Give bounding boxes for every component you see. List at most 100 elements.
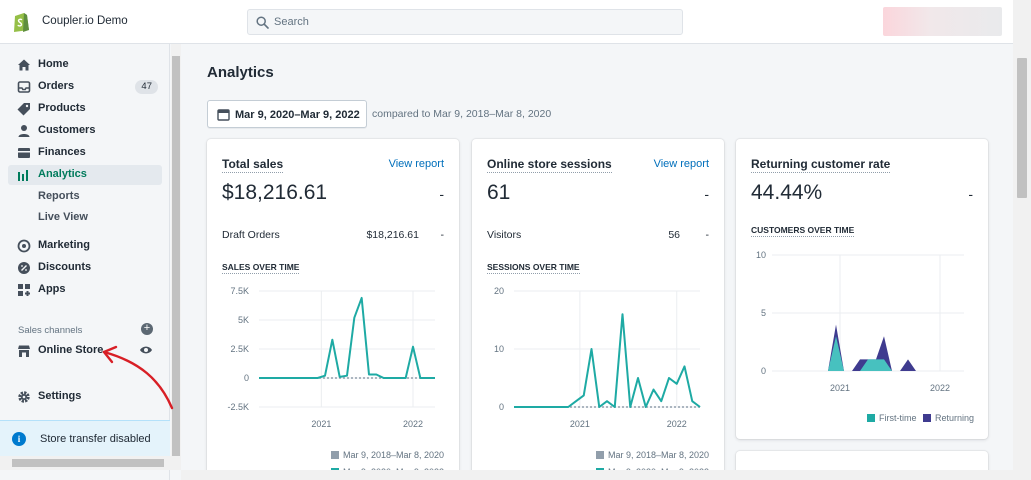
comparison-range: compared to Mar 9, 2018–Mar 8, 2020 bbox=[372, 108, 552, 120]
card-title: Online store sessions bbox=[487, 157, 612, 173]
scrollbar-thumb[interactable] bbox=[172, 56, 180, 456]
user-menu[interactable] bbox=[883, 7, 1002, 36]
sidebar-horizontal-scrollbar[interactable] bbox=[0, 456, 181, 470]
sidebar-item-label: Settings bbox=[38, 390, 82, 402]
x-tick-label: 2022 bbox=[667, 419, 687, 429]
search-input[interactable] bbox=[274, 10, 674, 34]
bar-chart-icon bbox=[18, 170, 28, 181]
x-tick-label: 2021 bbox=[570, 419, 590, 429]
sidebar-item-settings[interactable]: Settings bbox=[8, 387, 162, 407]
sidebar-item-reports[interactable]: Reports bbox=[8, 187, 162, 207]
legend-swatch bbox=[331, 451, 339, 459]
sidebar-item-label: Finances bbox=[38, 146, 86, 158]
sidebar-item-label: Live View bbox=[38, 211, 88, 223]
sidebar-item-label: Products bbox=[38, 102, 86, 114]
y-tick-label: 10 bbox=[494, 344, 504, 354]
sidebar-item-customers[interactable]: Customers bbox=[8, 121, 162, 141]
bank-icon bbox=[18, 148, 30, 158]
target-icon bbox=[17, 239, 31, 253]
sidebar-item-label: Orders bbox=[38, 80, 75, 92]
sidebar-item-products[interactable]: Products bbox=[8, 99, 162, 119]
legend-item: Mar 9, 2018–Mar 8, 2020 bbox=[331, 450, 444, 460]
series-line-current bbox=[514, 313, 701, 408]
returning-customer-card: Returning customer rate 44.44% - CUSTOME… bbox=[736, 139, 988, 439]
shopify-logo-icon[interactable] bbox=[12, 11, 30, 32]
sidebar-item-label: Analytics bbox=[38, 168, 87, 180]
comparison-dash: - bbox=[705, 229, 710, 241]
sidebar-item-label: Home bbox=[38, 58, 69, 70]
top-scroll-region bbox=[1013, 0, 1031, 44]
legend-label: First-time bbox=[879, 413, 917, 423]
tag-icon bbox=[17, 103, 30, 116]
sidebar-item-discounts[interactable]: Discounts bbox=[8, 258, 162, 278]
add-channel-button[interactable]: + bbox=[141, 323, 153, 335]
sessions-card: Online store sessions View report 61 - V… bbox=[472, 139, 724, 480]
page-title: Analytics bbox=[207, 64, 274, 81]
card-title: Total sales bbox=[222, 157, 284, 173]
sidebar-item-apps[interactable]: Apps bbox=[8, 280, 162, 300]
store-icon bbox=[18, 345, 30, 357]
comparison-dash: - bbox=[704, 186, 709, 202]
sidebar-item-label: Apps bbox=[38, 283, 66, 295]
gear-icon bbox=[18, 391, 30, 403]
sidebar-item-finances[interactable]: Finances bbox=[8, 143, 162, 163]
legend-item: Mar 9, 2018–Mar 8, 2020 bbox=[596, 450, 709, 460]
y-tick-label: 10 bbox=[756, 250, 766, 260]
comparison-dash: - bbox=[440, 229, 445, 241]
y-tick-label: 5 bbox=[761, 308, 766, 318]
sidebar-item-online-store[interactable]: Online Store bbox=[8, 341, 162, 361]
draft-orders-value: $18,216.61 bbox=[366, 229, 419, 241]
legend-item: First-time bbox=[867, 413, 917, 423]
orders-icon bbox=[17, 81, 31, 93]
sidebar-item-orders[interactable]: Orders 47 bbox=[8, 77, 162, 97]
sales-channels-label: Sales channels bbox=[18, 325, 83, 336]
view-report-link[interactable]: View report bbox=[653, 158, 709, 170]
discount-icon bbox=[18, 262, 30, 274]
x-tick-label: 2022 bbox=[930, 383, 950, 393]
y-tick-label: 0 bbox=[761, 366, 766, 376]
sidebar-item-live-view[interactable]: Live View bbox=[8, 208, 162, 228]
sidebar-item-marketing[interactable]: Marketing bbox=[8, 236, 162, 256]
date-range-label: Mar 9, 2020–Mar 9, 2022 bbox=[235, 109, 360, 121]
y-tick-label: 7.5K bbox=[230, 286, 249, 296]
date-range-button[interactable]: Mar 9, 2020–Mar 9, 2022 bbox=[207, 100, 367, 128]
sidebar-item-label: Marketing bbox=[38, 239, 90, 251]
legend-swatch bbox=[596, 451, 604, 459]
sidebar-item-analytics[interactable]: Analytics bbox=[8, 165, 162, 185]
search-bar[interactable] bbox=[247, 9, 683, 35]
series-line-current bbox=[259, 296, 435, 379]
chart-title: CUSTOMERS OVER TIME bbox=[751, 225, 855, 237]
total-sales-value: $18,216.61 bbox=[222, 181, 328, 204]
main-horizontal-scrollbar[interactable] bbox=[181, 470, 1031, 480]
visitors-value: 56 bbox=[668, 229, 680, 241]
sidebar-item-home[interactable]: Home bbox=[8, 55, 162, 75]
sidebar-item-label: Discounts bbox=[38, 261, 92, 273]
info-icon: i bbox=[12, 432, 26, 446]
store-name[interactable]: Coupler.io Demo bbox=[42, 15, 128, 27]
comparison-dash: - bbox=[968, 186, 973, 202]
sidebar-vertical-scrollbar[interactable] bbox=[171, 44, 181, 456]
scrollbar-thumb[interactable] bbox=[12, 459, 164, 467]
y-tick-label: 0 bbox=[499, 402, 504, 412]
sidebar-item-label: Online Store bbox=[38, 344, 104, 356]
chart-title: SALES OVER TIME bbox=[222, 262, 300, 274]
main-vertical-scrollbar[interactable] bbox=[1013, 44, 1031, 470]
total-sales-card: Total sales View report $18,216.61 - Dra… bbox=[207, 139, 459, 480]
sessions-value: 61 bbox=[487, 181, 511, 204]
sidebar-item-label: Customers bbox=[38, 124, 96, 136]
view-report-link[interactable]: View report bbox=[388, 158, 444, 170]
calendar-icon bbox=[217, 109, 230, 121]
returning-rate-value: 44.44% bbox=[751, 181, 823, 204]
visitors-label: Visitors bbox=[487, 229, 522, 241]
store-transfer-banner[interactable]: i Store transfer disabled bbox=[0, 420, 170, 456]
apps-icon bbox=[18, 284, 30, 296]
chart-title: SESSIONS OVER TIME bbox=[487, 262, 580, 274]
scrollbar-thumb[interactable] bbox=[1017, 58, 1027, 198]
sidebar: Home Orders 47 Products Customers Financ… bbox=[0, 44, 170, 480]
search-icon bbox=[256, 16, 269, 29]
top-bar: Coupler.io Demo bbox=[0, 0, 1031, 44]
area-first-time bbox=[772, 336, 964, 371]
card-title: Returning customer rate bbox=[751, 157, 891, 173]
legend-label: Mar 9, 2018–Mar 8, 2020 bbox=[343, 450, 445, 460]
eye-icon[interactable] bbox=[139, 345, 153, 355]
